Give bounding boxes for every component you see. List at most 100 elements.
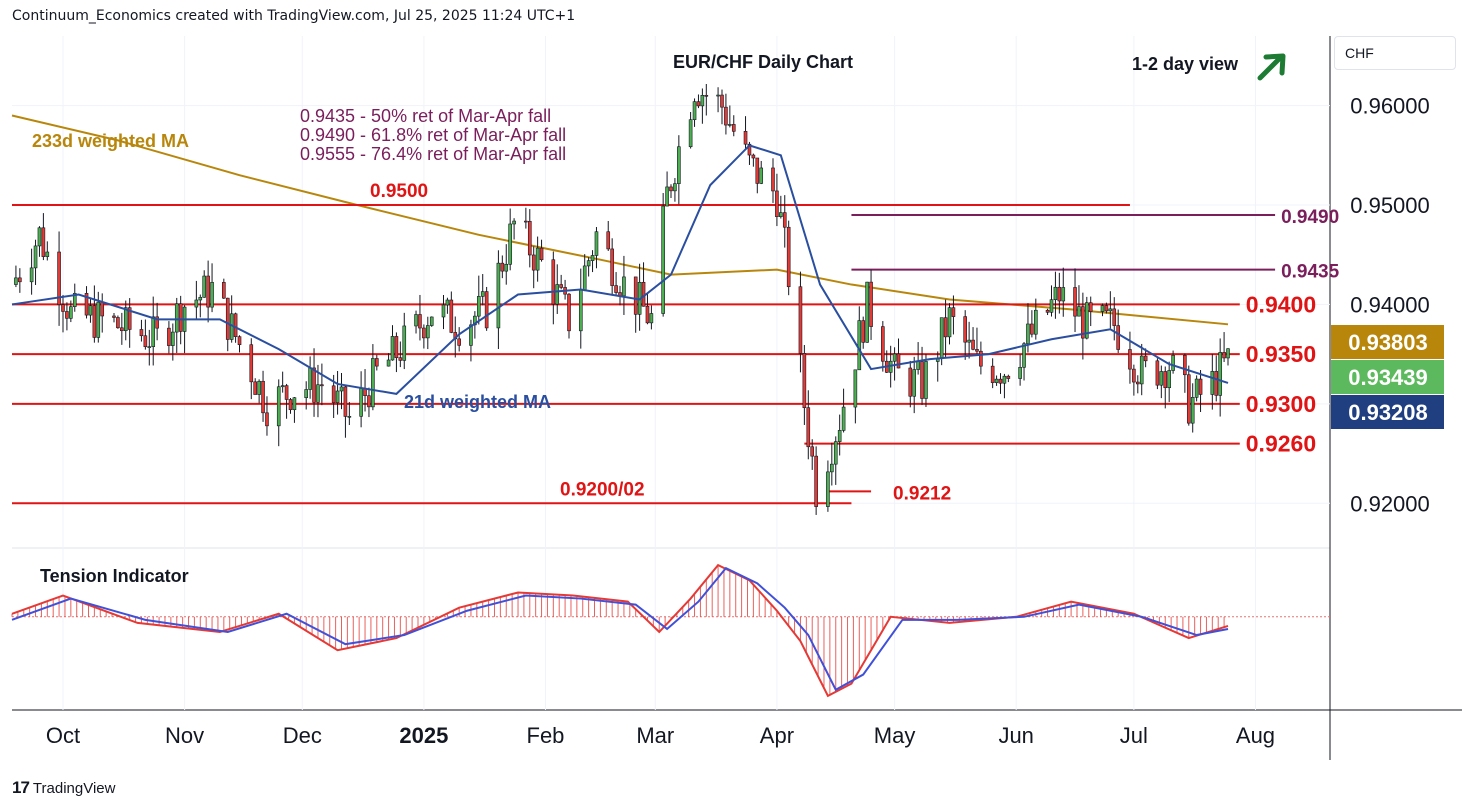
y-tick-label: 0.92000: [1350, 491, 1430, 516]
level-label: 0.9400: [1246, 291, 1316, 317]
candle-body: [312, 367, 316, 403]
candle-body: [531, 254, 536, 271]
candle-body: [394, 336, 399, 358]
candle-body: [951, 307, 956, 317]
annotation-618: 0.9490 - 61.8% ret of Mar-Apr fall: [300, 125, 566, 145]
candle-body: [367, 395, 371, 408]
candle-body: [265, 412, 269, 427]
candle-body: [841, 406, 846, 431]
candle-body: [869, 281, 873, 327]
level-label: 0.9200/02: [560, 479, 645, 500]
candle-body: [123, 307, 128, 332]
candle-body: [320, 384, 324, 387]
currency-selector[interactable]: CHF: [1334, 36, 1456, 70]
candle-body: [496, 262, 501, 329]
candle-body: [673, 183, 677, 192]
ma21-series: [11, 144, 1229, 395]
candle-body: [1073, 287, 1077, 317]
candle-body: [892, 353, 897, 362]
tension-layer: [11, 563, 1330, 698]
candle-body: [782, 212, 787, 228]
candle-body: [1100, 305, 1105, 312]
candle-body: [704, 95, 709, 97]
candle-body: [288, 399, 293, 411]
candle-body: [896, 353, 901, 369]
candle-body: [237, 336, 242, 346]
candle-body: [508, 223, 512, 265]
candle-body: [112, 315, 116, 318]
candle-body: [527, 220, 532, 256]
candle-body: [276, 386, 281, 427]
candle-body: [535, 247, 540, 271]
candle-body: [425, 325, 430, 339]
candle-body: [720, 94, 724, 108]
candle-body: [92, 305, 97, 338]
candle-body: [798, 286, 803, 354]
candle-body: [1167, 370, 1171, 389]
candle-body: [143, 335, 148, 348]
tradingview-logo-text: TradingView: [32, 779, 116, 797]
candle-body: [967, 339, 971, 343]
candle-body: [567, 293, 571, 332]
candle-body: [127, 307, 132, 330]
x-tick-label: Apr: [760, 723, 794, 748]
x-tick-label: Jun: [998, 723, 1033, 748]
candle-body: [665, 186, 669, 207]
candle-body: [441, 304, 446, 318]
candle-body: [253, 381, 258, 395]
up-arrow-icon: [1257, 53, 1286, 81]
candle-body: [178, 303, 183, 332]
ma21-line: [11, 144, 1229, 395]
candle-body: [731, 124, 736, 132]
candle-body: [371, 358, 375, 408]
currency-label: CHF: [1345, 45, 1374, 61]
candle-body: [500, 262, 505, 272]
candle-body: [755, 157, 760, 184]
candle-body: [751, 154, 756, 159]
candle-body: [975, 349, 979, 352]
candle-body: [1104, 305, 1109, 312]
candle-body: [414, 314, 418, 327]
candle-body: [861, 320, 866, 343]
candle-body: [551, 259, 556, 305]
candle-body: [524, 220, 528, 223]
candle-body: [747, 143, 752, 156]
candle-body: [1143, 355, 1148, 362]
price-axis[interactable]: 0.92000 0.94000 0.95000 0.96000: [1350, 94, 1430, 517]
candle-body: [480, 291, 485, 297]
candle-body: [833, 441, 838, 465]
candle-body: [1139, 355, 1144, 385]
candle-body: [151, 316, 156, 347]
candle-body: [18, 277, 22, 283]
candle-body: [1159, 371, 1164, 386]
candle-body: [249, 344, 254, 383]
candle-body: [359, 388, 363, 417]
candle-body: [120, 327, 124, 332]
candle-body: [167, 327, 171, 346]
candle-body: [257, 380, 261, 395]
x-tick-label: Oct: [46, 723, 80, 748]
candle-body: [614, 285, 618, 293]
candle-body: [147, 346, 152, 348]
candle-body: [233, 313, 238, 337]
candle-body: [590, 255, 595, 261]
candle-body: [171, 331, 175, 346]
candle-body: [994, 378, 999, 383]
candle-body: [449, 299, 454, 333]
candle-body: [947, 307, 952, 338]
candle-body: [1132, 368, 1136, 383]
candle-body: [375, 358, 379, 367]
candle-body: [990, 365, 995, 383]
candle-body: [1222, 352, 1226, 359]
candle-body: [692, 101, 697, 121]
candle-body: [1030, 323, 1034, 335]
candle-body: [826, 471, 830, 507]
candle-body: [677, 146, 681, 184]
candle-body: [116, 317, 120, 329]
levels-layer: 0.9500 0.9490 0.9435 0.9400 0.9350 0.9300 0.92…: [12, 181, 1340, 504]
candle-body: [100, 301, 105, 317]
time-axis[interactable]: Oct Nov Dec 2025 Feb Mar Apr May Jun Jul Aug: [46, 723, 1275, 748]
tension-blue-line: [11, 566, 1229, 692]
candle-body: [1022, 343, 1026, 368]
tradingview-logo[interactable]: 17 TradingView: [12, 778, 115, 798]
